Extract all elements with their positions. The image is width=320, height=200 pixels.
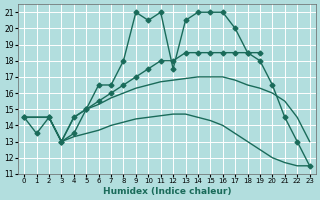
X-axis label: Humidex (Indice chaleur): Humidex (Indice chaleur) xyxy=(103,187,231,196)
